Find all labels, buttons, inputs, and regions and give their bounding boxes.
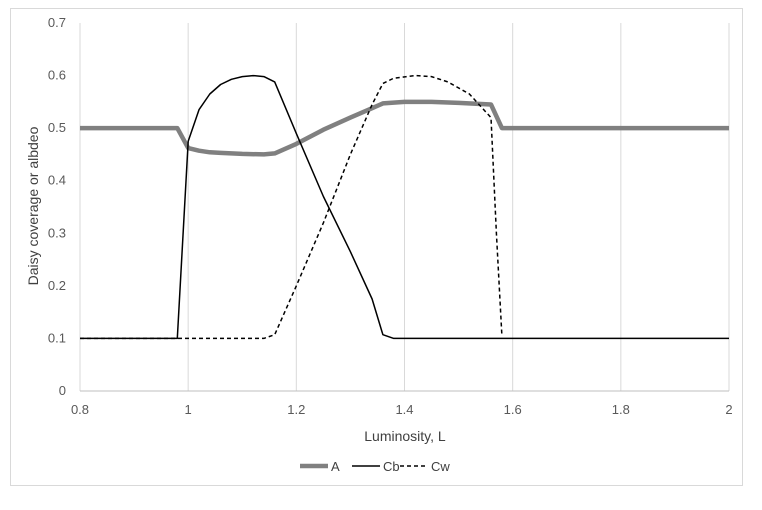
x-tick-label: 1.8 [612,402,630,417]
y-tick-label: 0.6 [48,68,66,83]
series-line-cw [80,74,503,340]
x-tick-label: 1.4 [395,402,413,417]
gridlines [79,23,730,391]
y-tick-label: 0 [59,383,66,398]
x-tick-label: 2 [725,402,732,417]
legend-label-cb: Cb [383,459,400,474]
x-axis-title: Luminosity, L [364,428,446,444]
x-tick-label: 1 [185,402,192,417]
y-axis-title: Daisy coverage or albdeo [25,126,41,285]
series-line-cb [80,74,729,340]
y-tick-label: 0.5 [48,120,66,135]
y-tick-label: 0.2 [48,278,66,293]
series-line-a [80,99,729,157]
legend-label-a: A [331,459,340,474]
legend-label-cw: Cw [431,459,450,474]
x-tick-label: 1.6 [504,402,522,417]
y-tick-label: 0.4 [48,173,66,188]
x-tick-label: 0.8 [71,402,89,417]
y-tick-labels: 0 0.1 0.2 0.3 0.4 0.5 0.6 0.7 [48,15,66,398]
x-tick-labels: 0.8 1 1.2 1.4 1.6 1.8 2 [71,402,733,417]
y-tick-label: 0.7 [48,15,66,30]
series-lines [80,74,729,340]
y-tick-label: 0.1 [48,330,66,345]
legend: A Cb Cw [300,459,450,474]
x-tick-label: 1.2 [287,402,305,417]
y-tick-label: 0.3 [48,225,66,240]
